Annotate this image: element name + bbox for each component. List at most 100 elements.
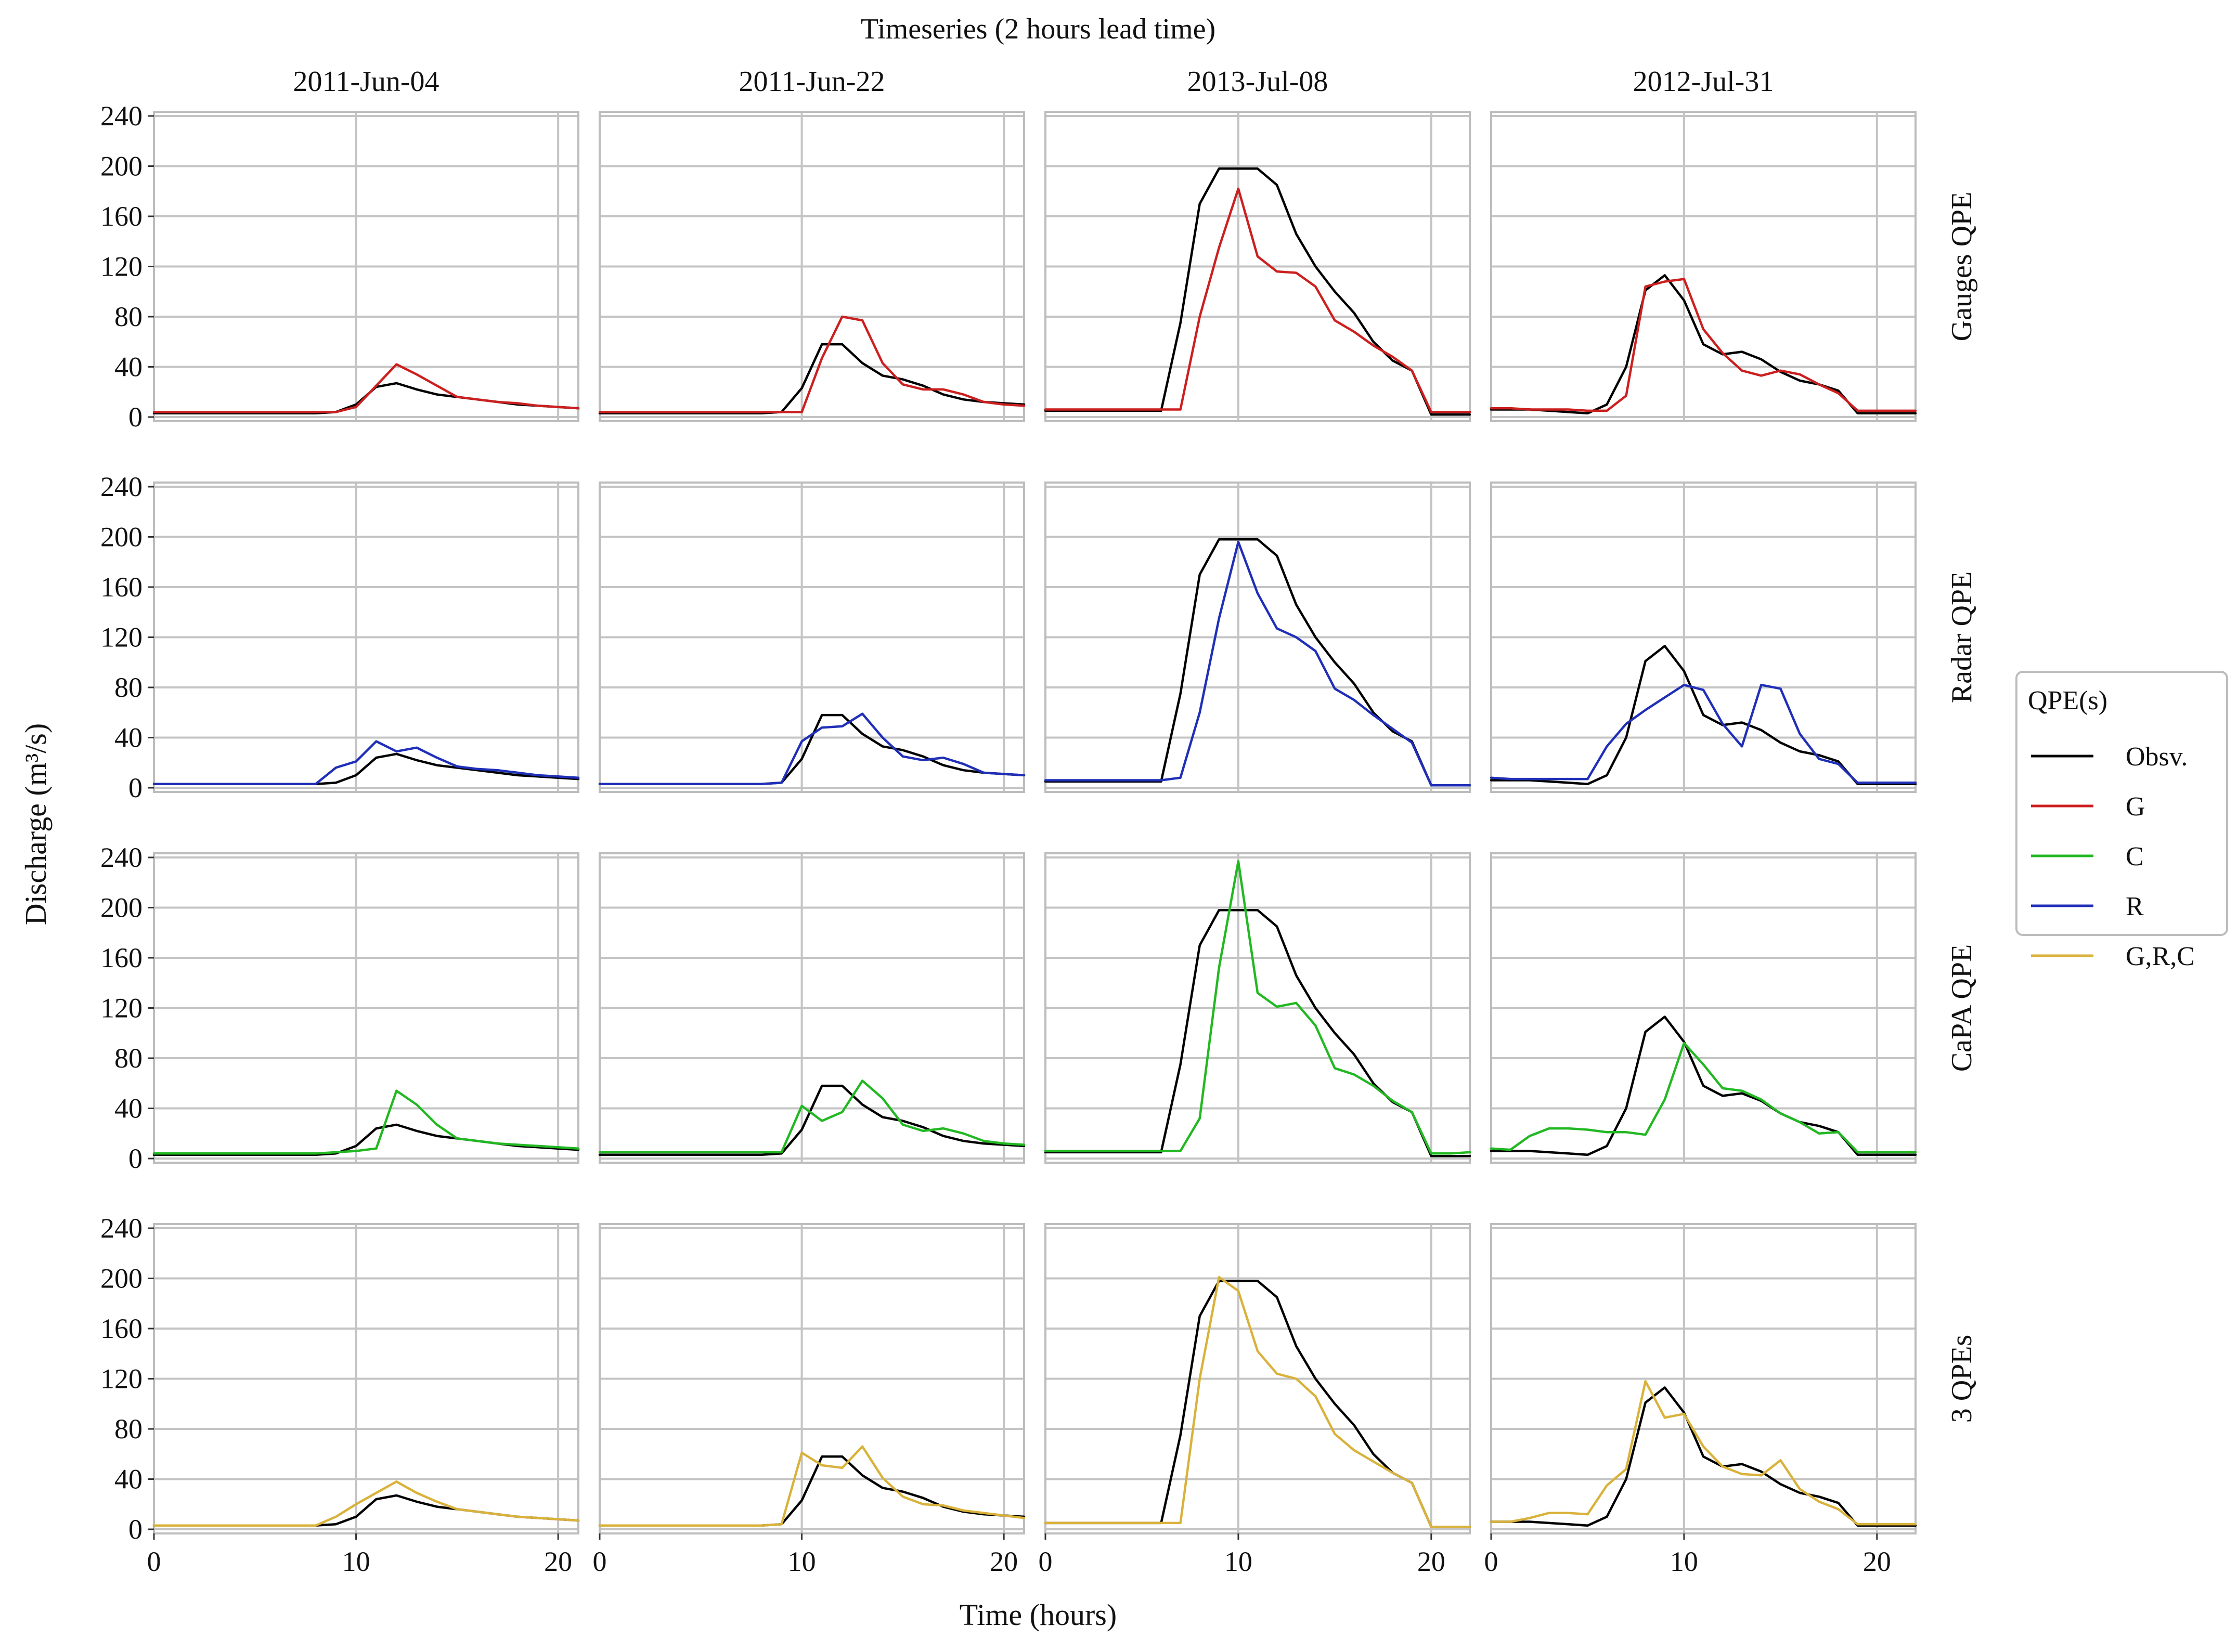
y-tick-label: 200	[100, 892, 143, 923]
y-tick-label: 120	[100, 251, 143, 282]
y-tick-label: 240	[100, 842, 143, 873]
x-tick-label: 10	[342, 1546, 370, 1577]
series-line-R	[1044, 540, 1471, 787]
y-tick-label: 200	[100, 1263, 143, 1294]
column-title: 2011-Jun-04	[293, 66, 439, 98]
panel-4-4: 0 10 20	[1484, 1223, 1917, 1577]
series-line-obs	[598, 1084, 1026, 1156]
y-tick-label: 40	[114, 1093, 143, 1124]
figure-title: Timeseries (2 hours lead time)	[861, 13, 1215, 45]
panel-2-4	[1490, 482, 1917, 793]
panel-frame	[599, 482, 1025, 793]
x-tick-label: 10	[788, 1546, 816, 1577]
series-line-obs	[1490, 1386, 1917, 1527]
series-line-obs	[152, 382, 580, 415]
legend-title: QPE(s)	[2028, 686, 2107, 716]
x-tick-label: 20	[544, 1546, 572, 1577]
x-tick-label: 0	[147, 1546, 161, 1577]
y-tick-label: 0	[128, 1143, 143, 1174]
y-tick-label: 200	[100, 151, 143, 182]
y-tick-label: 120	[100, 1363, 143, 1395]
row-label: 3 QPEs	[1946, 1335, 1978, 1423]
y-tick-label: 0	[128, 772, 143, 803]
y-tick-label: 240	[100, 1213, 143, 1244]
panel-2-1: 0 40 80 120 160 200 240	[100, 471, 580, 803]
panel-frame	[599, 111, 1025, 422]
x-axis-label: Time (hours)	[960, 1598, 1117, 1632]
x-tick-label: 20	[1863, 1546, 1891, 1577]
y-tick-label: 80	[114, 1413, 143, 1445]
column-title: 2011-Jun-22	[739, 66, 885, 98]
series-line-obs	[1044, 167, 1471, 416]
panel-4-2: 0 10 20	[593, 1223, 1026, 1577]
panel-frame	[599, 1223, 1025, 1534]
legend: QPE(s) Obsv. GCR G,R,C	[2015, 671, 2228, 971]
panel-frame	[1044, 111, 1471, 422]
panel-3-3	[1044, 852, 1471, 1164]
panel-3-2	[598, 852, 1026, 1164]
series-line-C	[1044, 860, 1471, 1155]
y-tick-label: 120	[100, 993, 143, 1024]
legend-label-R: R	[2126, 892, 2144, 921]
panel-1-4: 2012-Jul-31	[1490, 66, 1917, 422]
x-tick-label: 0	[1484, 1546, 1498, 1577]
row-label: Gauges QPE	[1946, 192, 1978, 342]
y-tick-label: 240	[100, 100, 143, 132]
panel-2-2	[598, 482, 1026, 793]
y-tick-label: 40	[114, 352, 143, 383]
panel-4-3: 0 10 20	[1039, 1223, 1471, 1577]
series-line-G	[1044, 187, 1471, 413]
series-line-obs	[152, 1494, 580, 1527]
series-line-R	[152, 740, 580, 786]
series-line-obs	[598, 1455, 1026, 1527]
series-line-R	[598, 712, 1026, 786]
legend-label-G: G	[2126, 792, 2145, 822]
series-line-G	[1490, 278, 1917, 412]
panel-3-1: 0 40 80 120 160 200 240	[100, 842, 580, 1174]
x-tick-label: 0	[593, 1546, 607, 1577]
y-tick-label: 0	[128, 1514, 143, 1545]
panel-frame	[1490, 852, 1917, 1164]
y-tick-label: 160	[100, 201, 143, 232]
row-label: Radar QPE	[1946, 571, 1978, 704]
legend-box	[2015, 671, 2228, 936]
series-line-obs	[1490, 645, 1917, 786]
series-line-C	[1490, 1042, 1917, 1154]
panel-frame	[599, 852, 1025, 1164]
series-line-obs	[1044, 1280, 1471, 1528]
column-title: 2012-Jul-31	[1633, 66, 1774, 98]
series-line-obs	[152, 752, 580, 786]
series-line-C	[598, 1079, 1026, 1154]
panel-4-1: 0 40 80 120 160 200 240 0 10 20	[100, 1213, 580, 1577]
y-tick-label: 160	[100, 1313, 143, 1344]
panel-frame	[1490, 1223, 1917, 1534]
y-tick-label: 160	[100, 571, 143, 603]
legend-label-GRC: G,R,C	[2126, 942, 2195, 971]
series-line-GRC	[1490, 1380, 1917, 1526]
panel-1-1: 0 40 80 120 160 200 240 2011-Jun-04	[100, 66, 580, 433]
y-tick-label: 200	[100, 522, 143, 553]
series-line-obs	[598, 343, 1026, 415]
panel-frame	[1490, 482, 1917, 793]
x-tick-label: 10	[1670, 1546, 1698, 1577]
panel-3-4	[1490, 852, 1917, 1164]
x-tick-label: 10	[1224, 1546, 1252, 1577]
y-tick-label: 0	[128, 401, 143, 433]
y-tick-label: 120	[100, 622, 143, 653]
series-line-C	[152, 1089, 580, 1155]
x-tick-label: 20	[990, 1546, 1018, 1577]
panel-1-2: 2011-Jun-22	[598, 66, 1026, 422]
y-tick-label: 240	[100, 471, 143, 502]
series-line-G	[152, 363, 580, 413]
series-line-R	[1490, 683, 1917, 784]
series-line-GRC	[1044, 1276, 1471, 1528]
y-tick-label: 40	[114, 1464, 143, 1495]
row-label: CaPA QPE	[1946, 944, 1978, 1072]
panel-2-3	[1044, 482, 1471, 793]
legend-label-C: C	[2126, 842, 2144, 871]
panel-frame	[1490, 111, 1917, 422]
legend-label-obs: Obsv.	[2126, 742, 2188, 772]
panel-frame	[1044, 852, 1471, 1164]
